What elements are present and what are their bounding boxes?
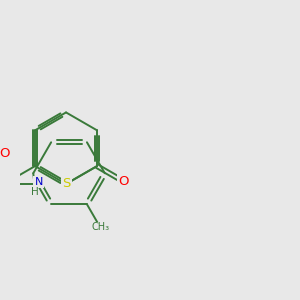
Text: CH₃: CH₃ <box>91 223 110 232</box>
Text: H: H <box>31 187 38 197</box>
Text: O: O <box>0 147 9 160</box>
Text: O: O <box>118 175 129 188</box>
Text: S: S <box>62 178 70 190</box>
Text: N: N <box>34 177 43 187</box>
